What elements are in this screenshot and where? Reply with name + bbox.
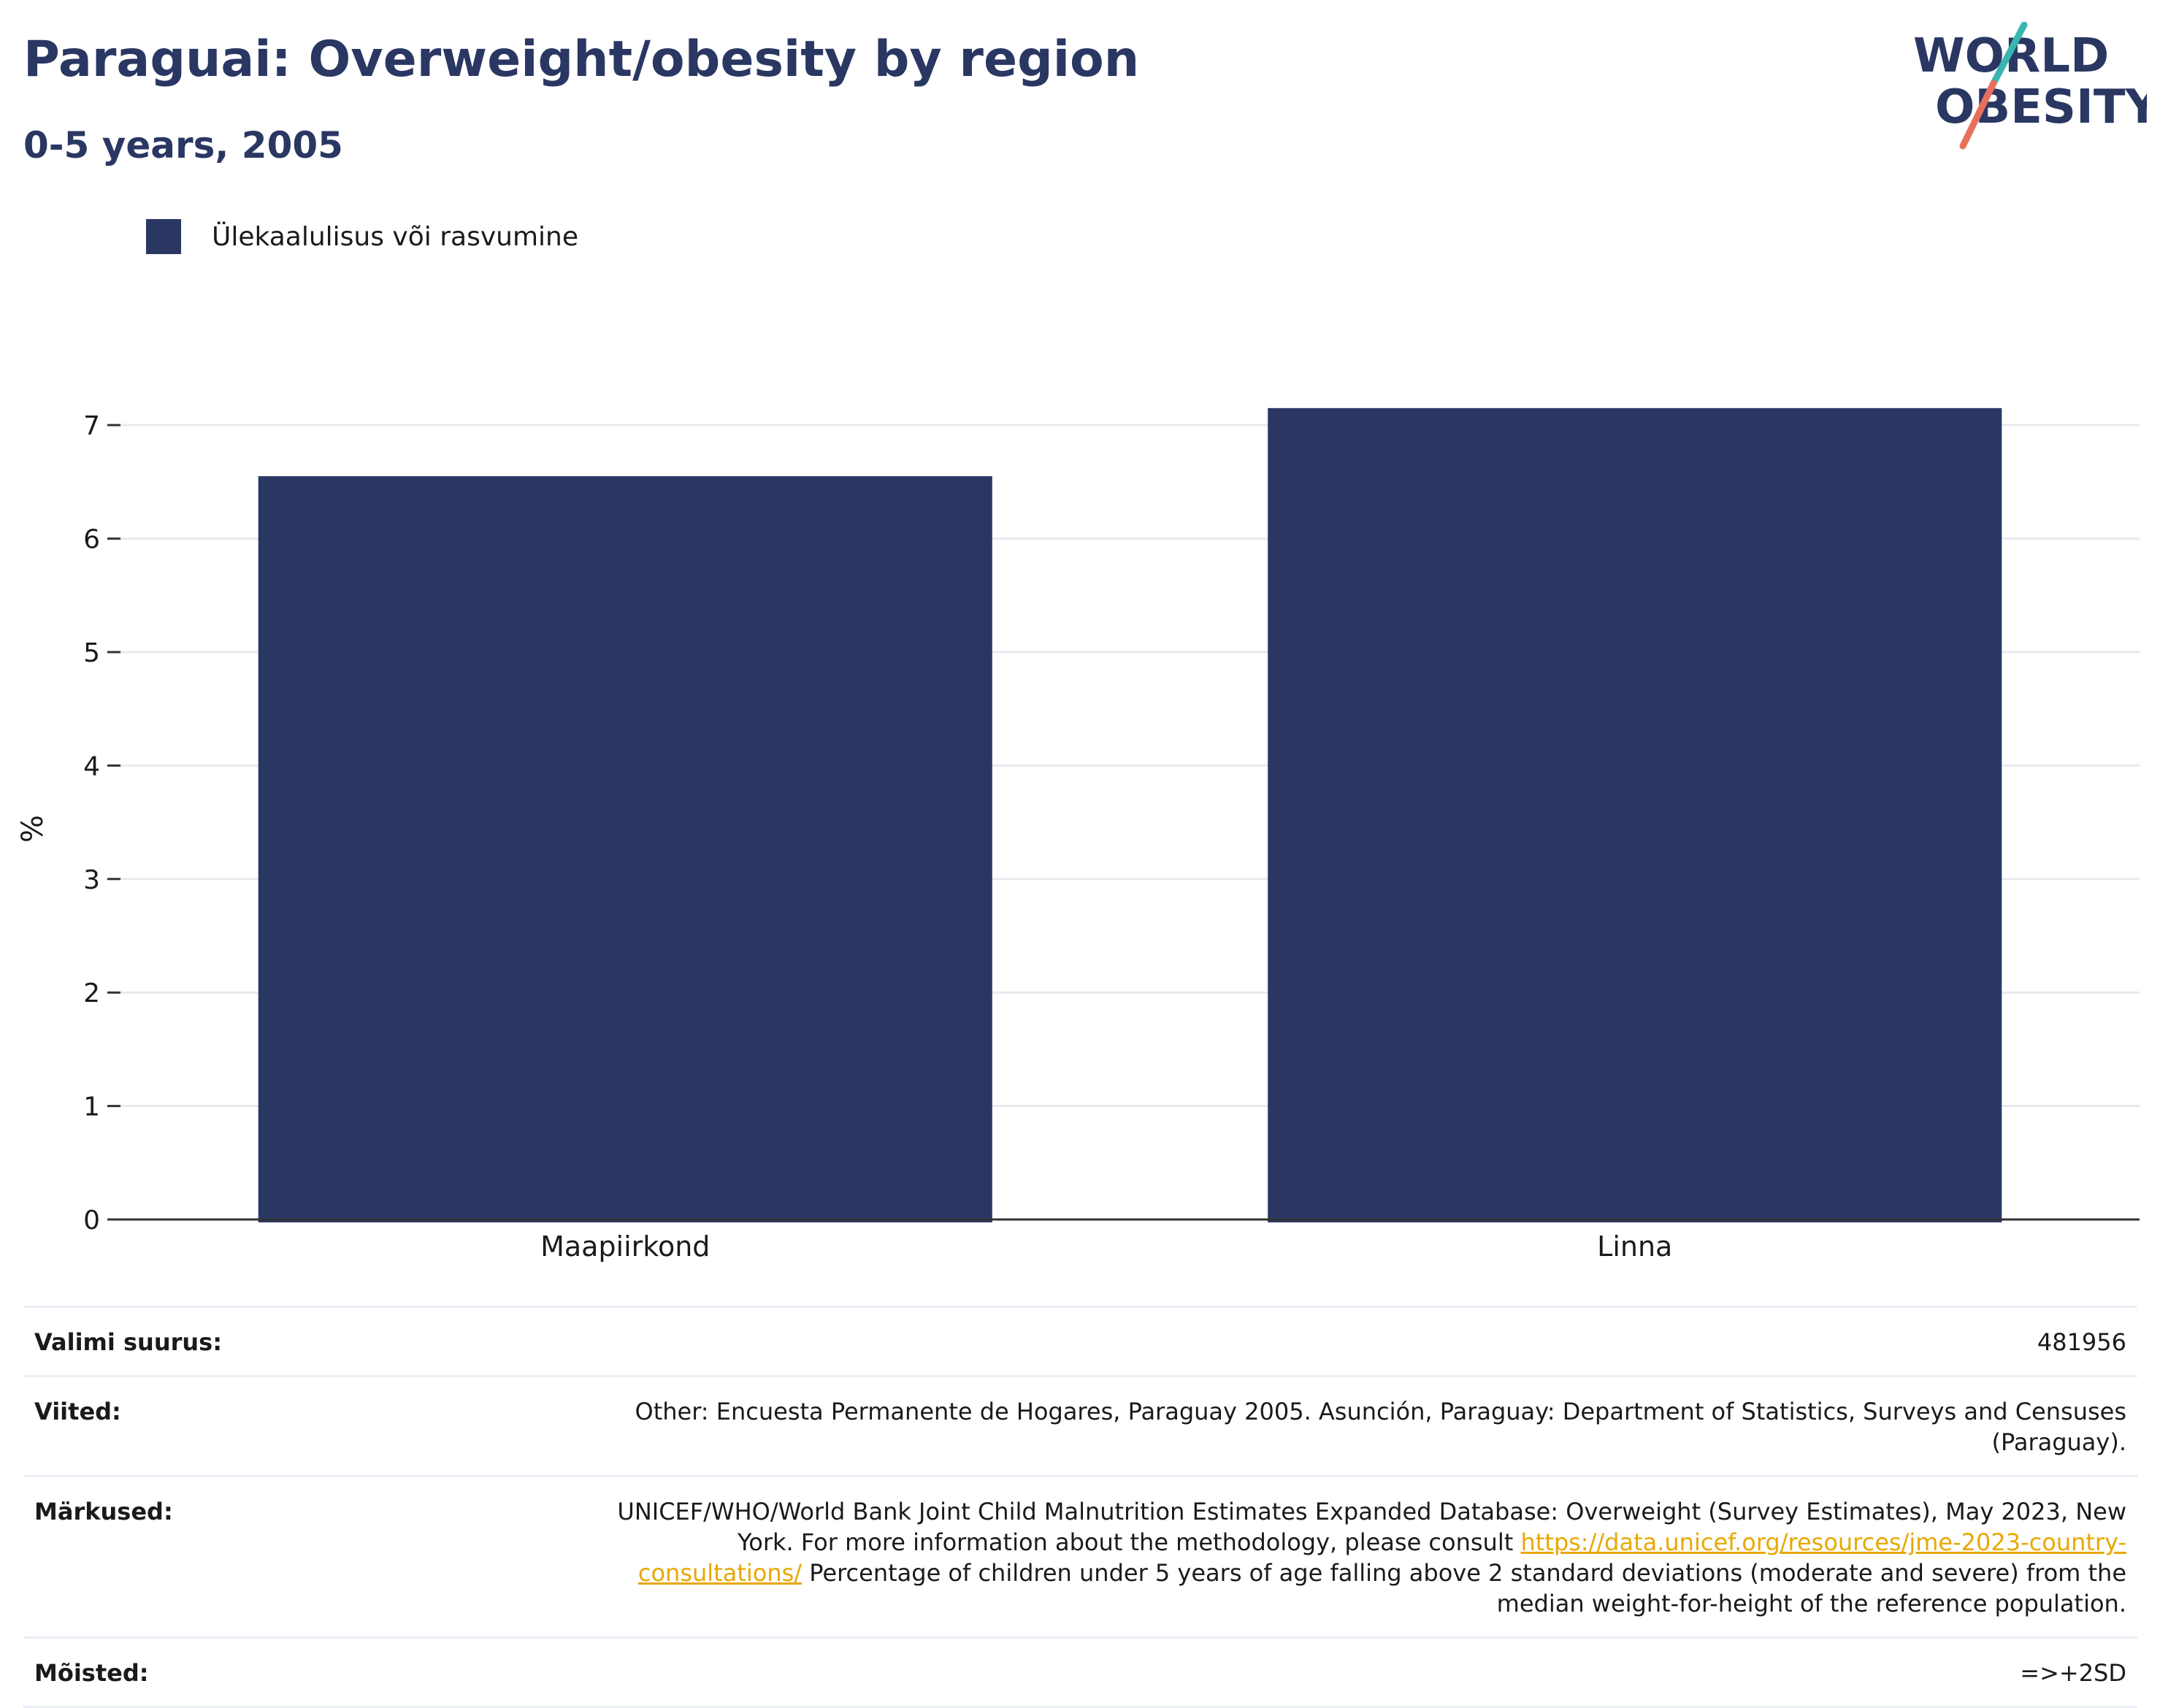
references-label: Viited: [34, 1398, 121, 1425]
legend-swatch [146, 219, 181, 254]
y-tick-label: 5 [83, 638, 100, 668]
bar[interactable] [1268, 407, 2002, 1223]
y-tick-label: 4 [83, 751, 100, 781]
bar-chart: 0 1 2 3 4 5 6 7 Maapiirkond Linna % [16, 407, 2140, 1263]
y-axis-ticks: 0 1 2 3 4 5 6 7 [83, 411, 120, 1236]
notes-label: Märkused: [34, 1498, 173, 1525]
definitions-value: =>+2SD [2020, 1659, 2126, 1687]
references-value: Other: Encuesta Permanente de Hogares, P… [635, 1398, 2127, 1456]
notes-text-1: UNICEF/WHO/World Bank Joint Child Malnut… [617, 1498, 2126, 1556]
bar[interactable] [258, 476, 992, 1222]
y-tick-label: 7 [83, 411, 100, 441]
y-tick-label: 2 [83, 979, 100, 1008]
world-obesity-logo: WORLD OBESITY [1913, 22, 2147, 150]
info-row-references: Viited: Other: Encuesta Permanente de Ho… [23, 1377, 2137, 1477]
y-tick-label: 0 [83, 1206, 100, 1236]
info-row-sample-size: Valimi suurus: 481956 [23, 1308, 2137, 1377]
logo-slash-top [1990, 22, 2028, 87]
sample-size-value: 481956 [2037, 1328, 2126, 1356]
x-tick-label: Maapiirkond [540, 1230, 710, 1263]
info-table: Valimi suurus: 481956 Viited: Other: Enc… [23, 1306, 2137, 1708]
y-tick-label: 1 [83, 1092, 100, 1122]
chart-subtitle: 0-5 years, 2005 [23, 124, 343, 166]
definitions-label: Mõisted: [34, 1659, 149, 1687]
notes-text-2: Percentage of children under 5 years of … [802, 1559, 2126, 1617]
sample-size-label: Valimi suurus: [34, 1328, 223, 1356]
info-row-notes: Märkused: UNICEF/WHO/World Bank Joint Ch… [23, 1477, 2137, 1639]
methodology-link[interactable]: https://data.unicef.org/resources/jme-20… [637, 1528, 2126, 1587]
logo-slash-bottom [1959, 80, 1997, 150]
notes-value: UNICEF/WHO/World Bank Joint Child Malnut… [608, 1496, 2126, 1619]
x-tick-label: Linna [1597, 1230, 1672, 1263]
legend-label: Ülekaalulisus või rasvumine [212, 221, 578, 252]
info-row-definitions: Mõisted: =>+2SD [23, 1639, 2137, 1708]
logo-word-obesity: OBESITY [1935, 80, 2147, 134]
y-tick-label: 3 [83, 865, 100, 895]
x-axis-ticks: Maapiirkond Linna [540, 1230, 1672, 1263]
y-axis-label: % [16, 815, 50, 843]
bars [258, 407, 2002, 1223]
y-tick-label: 6 [83, 525, 100, 555]
chart-legend[interactable]: Ülekaalulisus või rasvumine [146, 219, 578, 254]
chart-title: Paraguai: Overweight/obesity by region [23, 31, 1140, 88]
